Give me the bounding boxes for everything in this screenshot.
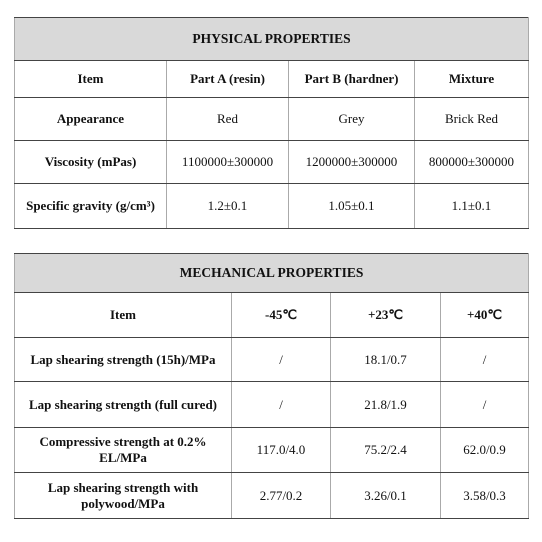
row-label: Compressive strength at 0.2% EL/MPa xyxy=(14,427,232,473)
row-label: Lap shearing strength with polywood/MPa xyxy=(14,472,232,519)
header-cell: -45℃ xyxy=(231,292,331,338)
header-cell: Part B (hardner) xyxy=(288,60,415,98)
physical-table: PHYSICAL PROPERTIES Item Part A (resin) Par… xyxy=(14,17,529,229)
cell: Red xyxy=(166,97,289,141)
cell: 1.05±0.1 xyxy=(288,183,415,229)
cell: 21.8/1.9 xyxy=(330,381,441,428)
cell: Grey xyxy=(288,97,415,141)
row-label: Lap shearing strength (full cured) xyxy=(14,381,232,428)
title-row: PHYSICAL PROPERTIES xyxy=(14,17,529,61)
header-row: Item Part A (resin) Part B (hardner) Mixtur… xyxy=(14,60,529,98)
cell: 1200000±300000 xyxy=(288,140,415,184)
header-cell: +23℃ xyxy=(330,292,441,338)
header-cell: Item xyxy=(14,60,167,98)
row-label: Lap shearing strength (15h)/MPa xyxy=(14,337,232,382)
table-row: Lap shearing strength (15h)/MPa/18.1/0.7… xyxy=(14,337,529,382)
header-cell: +40℃ xyxy=(440,292,529,338)
row-label: Viscosity (mPas) xyxy=(14,140,167,184)
cell: 1.1±0.1 xyxy=(414,183,529,229)
table-row: Viscosity (mPas) 1100000±300000 1200000±30… xyxy=(14,140,529,184)
table-title: PHYSICAL PROPERTIES xyxy=(14,17,529,61)
cell: 62.0/0.9 xyxy=(440,427,529,473)
table-row: Lap shearing strength with polywood/MPa 2… xyxy=(14,472,529,519)
header-cell: Mixture xyxy=(414,60,529,98)
row-label: Appearance xyxy=(14,97,167,141)
cell: / xyxy=(231,381,331,428)
cell: 2.77/0.2 xyxy=(231,472,331,519)
table-row: Compressive strength at 0.2% EL/MPa 117.0… xyxy=(14,427,529,473)
cell: / xyxy=(440,337,529,382)
header-cell: Item xyxy=(14,292,232,338)
mechanical-table: MECHANICAL PROPERTIES Item -45℃ +23℃ +40℃ Lap… xyxy=(14,253,529,519)
cell: / xyxy=(231,337,331,382)
cell: 800000±300000 xyxy=(414,140,529,184)
table-row: Appearance Red Grey Brick Red xyxy=(14,97,529,141)
cell: 1100000±300000 xyxy=(166,140,289,184)
cell: 75.2/2.4 xyxy=(330,427,441,473)
cell: / xyxy=(440,381,529,428)
cell: 18.1/0.7 xyxy=(330,337,441,382)
cell: 1.2±0.1 xyxy=(166,183,289,229)
cell: 3.26/0.1 xyxy=(330,472,441,519)
cell: 117.0/4.0 xyxy=(231,427,331,473)
row-label: Specific gravity (g/cm³) xyxy=(14,183,167,229)
title-row: MECHANICAL PROPERTIES xyxy=(14,253,529,293)
table-row: Lap shearing strength (full cured)/21.8/… xyxy=(14,381,529,428)
cell: 3.58/0.3 xyxy=(440,472,529,519)
header-row: Item -45℃ +23℃ +40℃ xyxy=(14,292,529,338)
header-cell: Part A (resin) xyxy=(166,60,289,98)
table-row: Specific gravity (g/cm³) 1.2±0.1 1.05±0.1 1… xyxy=(14,183,529,229)
table-title: MECHANICAL PROPERTIES xyxy=(14,253,529,293)
cell: Brick Red xyxy=(414,97,529,141)
